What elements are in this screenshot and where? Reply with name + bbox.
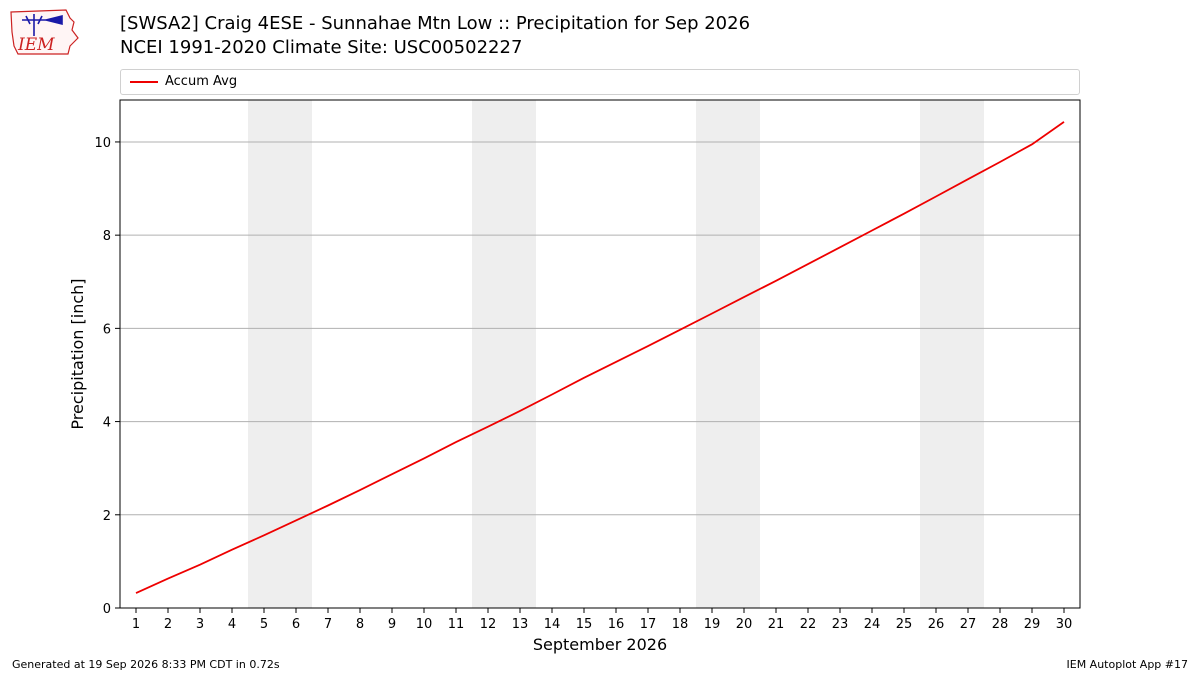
x-tick-label-7: 7 (324, 617, 332, 632)
x-tick-label-30: 30 (1056, 617, 1073, 632)
legend-label-accum-avg: Accum Avg (165, 74, 238, 89)
y-tick-label-8: 8 (103, 229, 111, 244)
legend-swatch-accum-avg (130, 81, 158, 83)
y-axis-label: Precipitation [inch] (68, 278, 87, 429)
y-tick-label-4: 4 (103, 416, 111, 431)
x-tick-label-13: 13 (512, 617, 529, 632)
logo-text: IEM (17, 35, 55, 55)
generated-timestamp: Generated at 19 Sep 2026 8:33 PM CDT in … (12, 658, 280, 671)
x-tick-label-20: 20 (736, 617, 753, 632)
x-tick-label-5: 5 (260, 617, 268, 632)
x-tick-label-22: 22 (800, 617, 817, 632)
series-line-accum-avg (135, 121, 1065, 594)
x-axis-label: September 2026 (533, 635, 667, 654)
y-tick-label-0: 0 (103, 602, 111, 617)
x-tick-label-16: 16 (608, 617, 625, 632)
plot-frame (119, 99, 1081, 609)
x-tick-label-24: 24 (864, 617, 881, 632)
x-tick-label-17: 17 (640, 617, 657, 632)
x-tick-label-21: 21 (768, 617, 785, 632)
weekend-band-3 (696, 100, 760, 608)
x-tick-label-28: 28 (992, 617, 1009, 632)
legend: Accum Avg (120, 69, 1080, 95)
x-tick-label-25: 25 (896, 617, 913, 632)
x-tick-label-12: 12 (480, 617, 497, 632)
x-tick-label-9: 9 (388, 617, 396, 632)
x-tick-label-19: 19 (704, 617, 721, 632)
y-tick-label-10: 10 (94, 136, 111, 151)
x-tick-label-8: 8 (356, 617, 364, 632)
weekend-band-2 (472, 100, 536, 608)
y-tick-label-2: 2 (103, 509, 111, 524)
y-tick-label-6: 6 (103, 322, 111, 337)
iem-logo: IEM (10, 9, 79, 55)
x-tick-label-10: 10 (416, 617, 433, 632)
x-tick-label-15: 15 (576, 617, 593, 632)
x-tick-label-2: 2 (164, 617, 172, 632)
chart-subtitle: NCEI 1991-2020 Climate Site: USC00502227 (120, 37, 523, 58)
chart-title: [SWSA2] Craig 4ESE - Sunnahae Mtn Low ::… (120, 13, 751, 34)
x-tick-label-3: 3 (196, 617, 204, 632)
weather-station-icon (22, 14, 63, 36)
weekend-band-4 (920, 100, 984, 608)
x-tick-label-23: 23 (832, 617, 849, 632)
x-tick-label-18: 18 (672, 617, 689, 632)
app-label: IEM Autoplot App #17 (1066, 658, 1189, 671)
x-tick-label-29: 29 (1024, 617, 1041, 632)
x-tick-label-1: 1 (132, 617, 140, 632)
x-tick-label-6: 6 (292, 617, 300, 632)
weekend-band-1 (248, 100, 312, 608)
x-tick-label-14: 14 (544, 617, 561, 632)
x-tick-label-4: 4 (228, 617, 236, 632)
x-tick-label-26: 26 (928, 617, 945, 632)
x-tick-label-11: 11 (448, 617, 465, 632)
x-tick-label-27: 27 (960, 617, 977, 632)
